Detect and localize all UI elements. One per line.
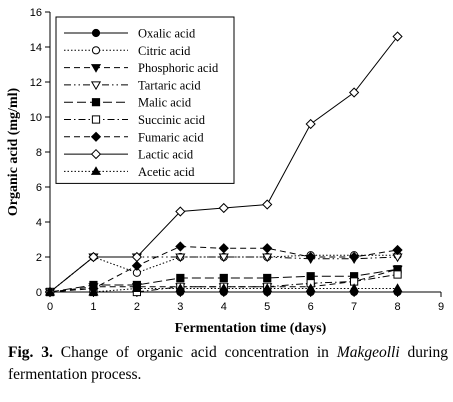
caption-text-after: during fermentation process. [8,344,449,383]
data-point-fumaric-acid [305,251,316,263]
legend-marker-malic-acid [91,98,101,107]
data-point-acetic-acid [262,283,273,292]
x-tick-label: 9 [438,301,444,313]
data-point-succinic-acid [306,279,315,288]
caption-label: Fig. 3. [8,344,53,361]
data-point-acetic-acid [131,283,142,292]
y-tick-label: 2 [36,252,42,264]
data-point-acetic-acid [305,283,316,292]
legend-label-tartaric-acid: Tartaric acid [138,78,201,92]
data-point-tartaric-acid [218,253,229,263]
legend-marker-tartaric-acid [90,81,102,91]
data-point-malic-acid [176,273,185,283]
legend-marker-succinic-acid [91,115,101,124]
data-point-lactic-acid [349,87,360,98]
series-malic-acid [45,265,402,297]
legend-label-acetic-acid: Acetic acid [138,165,195,179]
plot-area [44,31,403,298]
legend-marker-fumaric-acid [90,131,102,142]
data-point-lactic-acid [392,31,403,42]
data-point-acetic-acid [44,286,56,296]
x-tick-label: 4 [221,301,227,313]
data-point-lactic-acid [262,199,273,210]
data-point-fumaric-acid [131,260,142,271]
legend-marker-acetic-acid [90,166,102,175]
data-point-fumaric-acid [218,243,229,254]
data-point-fumaric-acid [349,251,360,263]
x-tick-label: 0 [47,301,53,313]
data-point-fumaric-acid [175,241,186,252]
data-point-tartaric-acid [262,253,273,263]
data-point-lactic-acid [305,118,316,130]
caption-italic: Makgeolli [336,344,400,361]
data-point-malic-acid [306,272,315,281]
data-point-acetic-acid [88,286,99,296]
data-point-malic-acid [263,273,272,283]
legend-label-malic-acid: Malic acid [138,96,192,110]
x-tick-label: 5 [264,301,270,313]
data-point-acetic-acid [349,283,360,292]
y-tick-label: 6 [36,182,42,194]
legend-label-succinic-acid: Succinic acid [138,113,206,127]
legend-label-oxalic-acid: Oxalic acid [138,27,196,41]
data-point-lactic-acid [175,206,186,217]
data-point-lactic-acid [131,251,142,263]
y-tick-label: 14 [30,42,42,54]
y-tick-label: 12 [30,77,42,89]
data-point-acetic-acid [175,283,186,292]
legend: Oxalic acid Citric acid Phosphoric acid Tar… [55,16,235,184]
legend-label-lactic-acid: Lactic acid [138,148,194,162]
series-line-citric-acid [49,254,398,293]
data-point-fumaric-acid [392,244,403,256]
x-axis-title: Fermentation time (days) [175,321,327,335]
series-acetic-acid [44,283,403,296]
x-tick-label: 2 [134,301,140,313]
legend-label-phosphoric-acid: Phosphoric acid [138,61,219,75]
x-tick-label: 7 [351,301,357,313]
x-tick-label: 6 [308,301,314,313]
x-tick-label: 1 [90,301,96,313]
data-point-succinic-acid [393,270,402,279]
data-point-fumaric-acid [262,243,273,254]
legend-label-fumaric-acid: Fumaric acid [138,130,204,144]
data-point-lactic-acid [218,202,229,214]
y-axis-title: Organic acid (mg/ml) [6,88,21,217]
y-tick-label: 8 [36,147,42,159]
figure-caption: Fig. 3. Change of organic acid concentra… [8,342,448,386]
x-tick-label: 3 [177,301,183,313]
y-tick-label: 4 [36,217,42,229]
data-point-succinic-acid [350,277,359,286]
y-tick-label: 0 [36,287,42,299]
legend-box [55,16,235,184]
data-point-malic-acid [219,273,228,283]
legend-marker-citric-acid [91,46,101,55]
x-tick-label: 8 [394,301,400,313]
legend-marker-lactic-acid [90,148,102,160]
legend-marker-oxalic-acid [91,28,101,38]
data-point-acetic-acid [218,283,229,292]
series-lactic-acid [44,31,403,298]
data-point-lactic-acid [88,251,99,263]
legend-marker-phosphoric-acid [90,64,102,73]
data-point-acetic-acid [392,283,403,292]
data-point-tartaric-acid [175,253,186,263]
caption-text-before: Change of organic acid concentration in [52,344,337,361]
y-tick-label: 10 [30,112,42,124]
y-tick-label: 16 [30,7,42,19]
legend-label-citric-acid: Citric acid [138,44,191,58]
